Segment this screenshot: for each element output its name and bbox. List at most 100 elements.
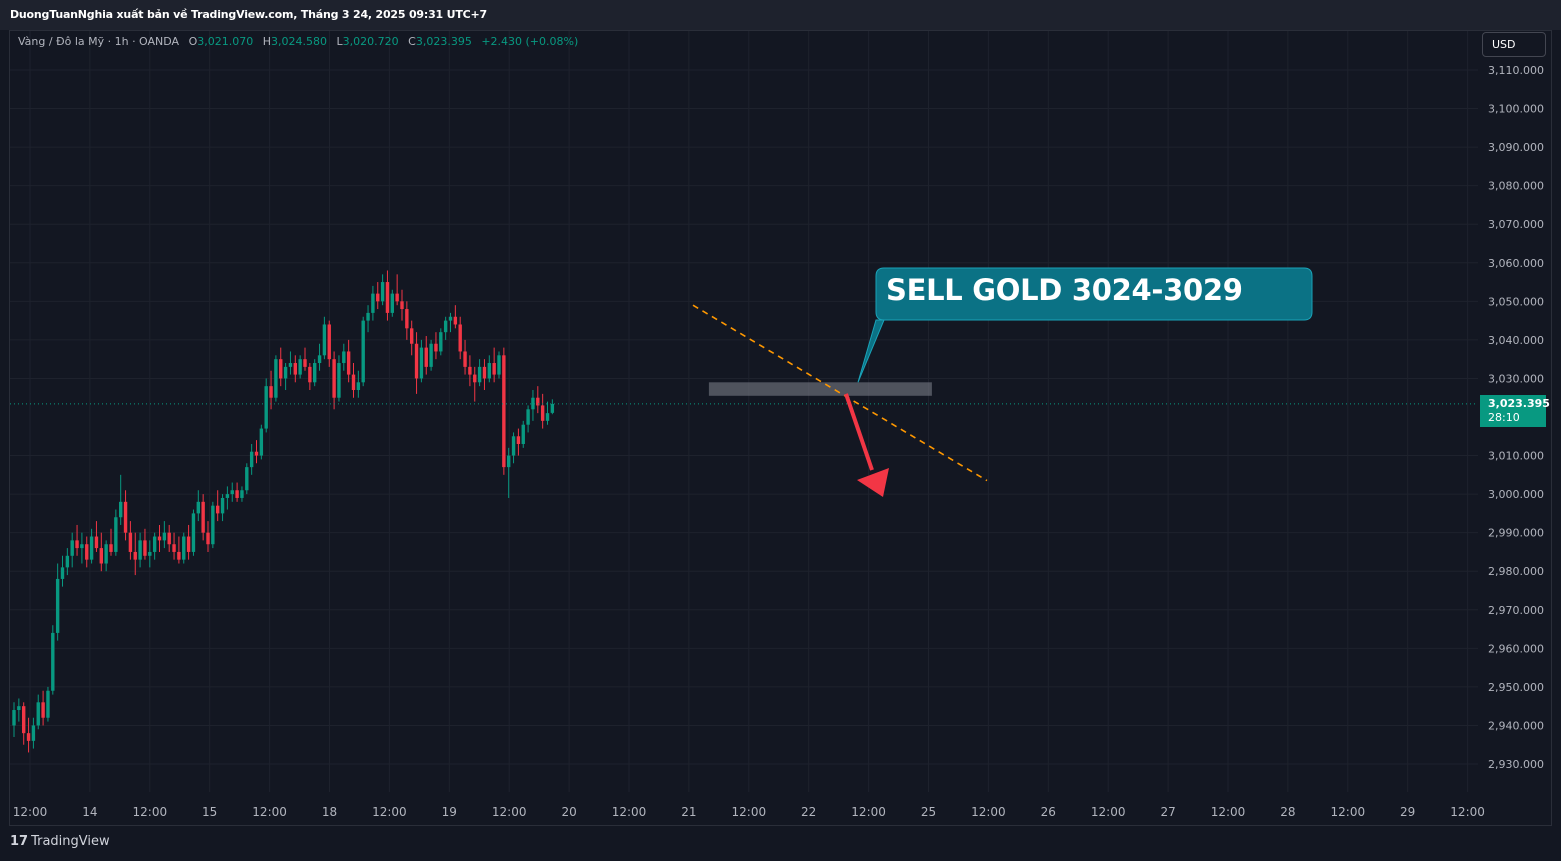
candle-body bbox=[439, 332, 443, 352]
candle bbox=[31, 717, 36, 749]
candle bbox=[385, 270, 390, 321]
candle-body bbox=[245, 467, 249, 491]
candle bbox=[410, 320, 414, 356]
candle-body bbox=[259, 428, 264, 456]
candle-body bbox=[172, 544, 176, 552]
candle-body bbox=[322, 324, 327, 356]
candle-body bbox=[148, 551, 152, 556]
price-tick-label: 2,970.000 bbox=[1488, 604, 1544, 617]
sell-arrow-head bbox=[857, 468, 889, 497]
candle bbox=[216, 490, 220, 522]
time-tick-label: 12:00 bbox=[13, 805, 48, 819]
candle-body bbox=[414, 343, 419, 379]
candle bbox=[400, 289, 404, 321]
candle bbox=[322, 316, 327, 360]
open-value: 3,021.070 bbox=[197, 35, 254, 48]
candle-body bbox=[216, 505, 220, 514]
candle bbox=[167, 524, 171, 552]
candle bbox=[502, 347, 506, 475]
time-tick-label: 12:00 bbox=[851, 805, 886, 819]
candle bbox=[249, 443, 254, 475]
candle bbox=[511, 432, 516, 464]
candle bbox=[80, 532, 84, 564]
price-tick-label: 2,950.000 bbox=[1488, 681, 1544, 694]
candle bbox=[346, 339, 351, 383]
candle bbox=[162, 521, 167, 549]
candle-body bbox=[487, 363, 491, 379]
brand-name: TradingView bbox=[31, 834, 110, 849]
candle bbox=[477, 359, 482, 387]
candle bbox=[41, 690, 45, 726]
price-tick-label: 3,010.000 bbox=[1488, 450, 1544, 463]
candle-body bbox=[458, 324, 462, 352]
candle-body bbox=[540, 405, 545, 421]
candle-body bbox=[230, 490, 234, 495]
candle bbox=[51, 625, 55, 695]
candle-body bbox=[429, 343, 433, 367]
candle bbox=[540, 393, 545, 429]
candle-body bbox=[356, 382, 361, 391]
candle bbox=[99, 532, 103, 572]
candle bbox=[148, 540, 152, 568]
candle-body bbox=[342, 351, 346, 364]
close-label: C bbox=[408, 35, 416, 48]
candle bbox=[371, 285, 375, 321]
candle-body bbox=[109, 544, 113, 552]
candle-body bbox=[395, 293, 399, 302]
candle-body bbox=[327, 324, 331, 360]
candle bbox=[220, 494, 225, 522]
candle-body bbox=[240, 490, 244, 498]
candle bbox=[128, 521, 133, 560]
candle bbox=[376, 282, 380, 310]
candle bbox=[75, 524, 79, 556]
candle bbox=[521, 420, 525, 448]
symbol-name[interactable]: Vàng / Đô la Mỹ · 1h · OANDA bbox=[18, 35, 180, 48]
candle-body bbox=[536, 397, 540, 406]
candle-body bbox=[206, 532, 210, 545]
candle bbox=[196, 490, 200, 522]
candle bbox=[516, 428, 521, 456]
callout-text[interactable]: SELL GOLD 3024-3029 bbox=[886, 273, 1243, 307]
candle bbox=[104, 540, 108, 572]
candle bbox=[308, 363, 312, 391]
candle-body bbox=[337, 363, 341, 398]
time-tick-label: 19 bbox=[442, 805, 457, 819]
bar-countdown: 28:10 bbox=[1488, 411, 1520, 424]
candle-body bbox=[477, 366, 482, 383]
candle bbox=[288, 351, 293, 375]
high-value: 3,024.580 bbox=[271, 35, 328, 48]
candle-body bbox=[182, 536, 186, 560]
price-tick-label: 2,980.000 bbox=[1488, 565, 1544, 578]
tradingview-logo-icon: 17 bbox=[10, 834, 29, 849]
candle-body bbox=[283, 366, 288, 379]
candle bbox=[269, 370, 273, 410]
candle-body bbox=[94, 536, 99, 549]
candle-body bbox=[521, 424, 525, 444]
candle bbox=[201, 494, 205, 541]
price-tick-label: 3,000.000 bbox=[1488, 488, 1544, 501]
candle-body bbox=[468, 366, 472, 375]
currency-button[interactable]: USD bbox=[1482, 32, 1546, 57]
price-tick-label: 3,070.000 bbox=[1488, 218, 1544, 231]
candle bbox=[182, 532, 186, 564]
callout-box bbox=[857, 267, 1313, 383]
candle bbox=[123, 490, 128, 541]
candle bbox=[507, 447, 511, 498]
time-tick-label: 12:00 bbox=[1211, 805, 1246, 819]
supply-zone-layer bbox=[708, 382, 932, 396]
candle-body bbox=[424, 347, 428, 367]
candle bbox=[550, 399, 555, 415]
footer-brand[interactable]: 17 TradingView bbox=[10, 834, 110, 849]
candle bbox=[55, 563, 60, 641]
time-tick-label: 12:00 bbox=[732, 805, 767, 819]
candle-body bbox=[26, 733, 31, 741]
time-tick-label: 25 bbox=[921, 805, 936, 819]
time-tick-label: 12:00 bbox=[1450, 805, 1485, 819]
candle bbox=[361, 316, 365, 387]
candle bbox=[448, 312, 453, 333]
last-price-tag: 3,023.395 28:10 bbox=[1480, 395, 1550, 427]
candle-body bbox=[128, 532, 133, 552]
candle bbox=[405, 301, 409, 340]
candle bbox=[531, 390, 535, 421]
